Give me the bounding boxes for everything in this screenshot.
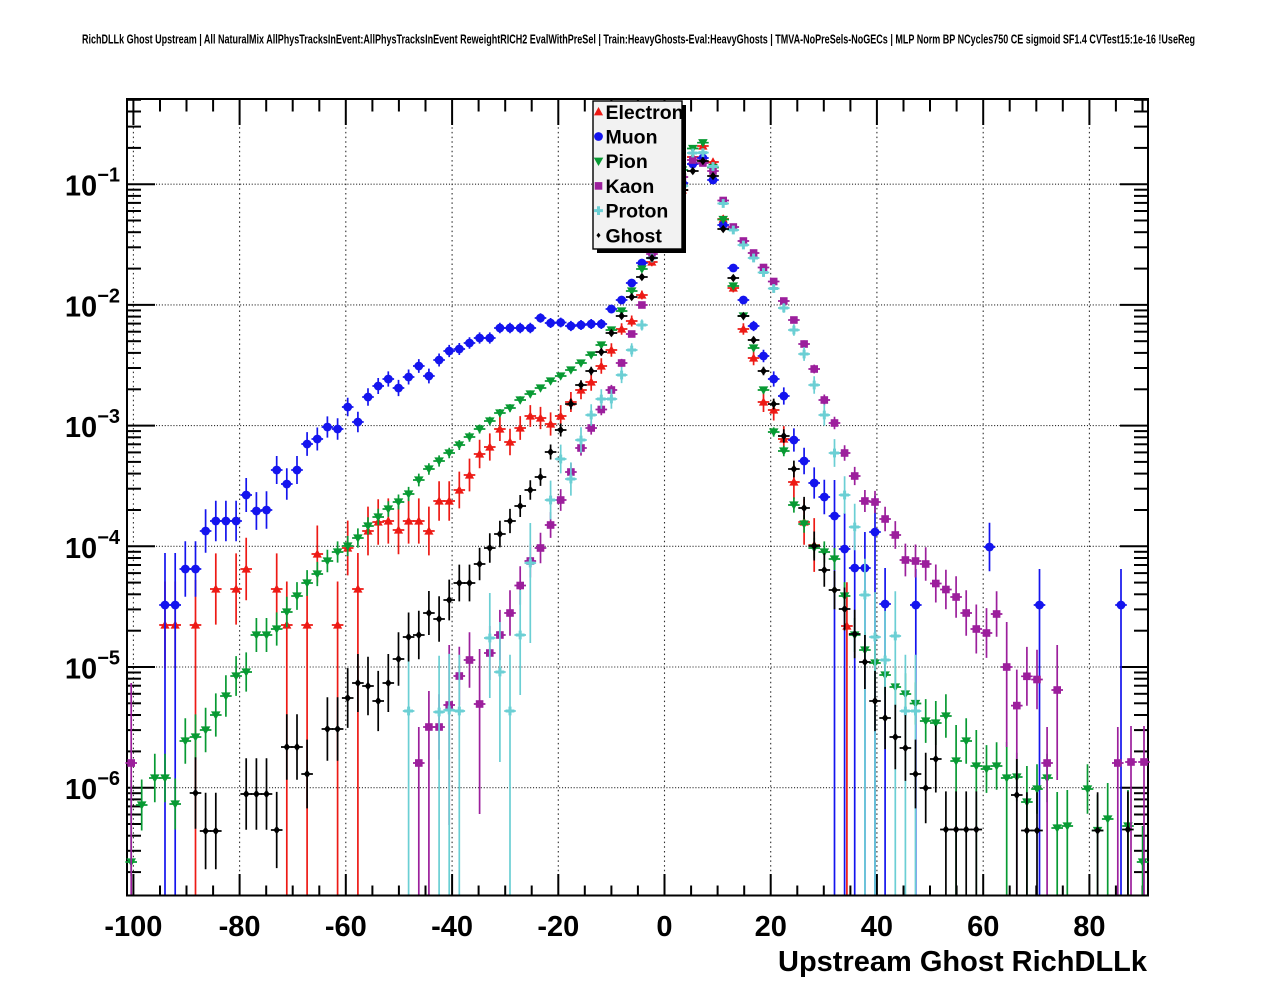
svg-text:Pion: Pion	[606, 151, 648, 173]
svg-text:RichDLLk Ghost Upstream | All: RichDLLk Ghost Upstream | All NaturalMix…	[82, 33, 1195, 47]
svg-text:80: 80	[1073, 911, 1105, 943]
svg-text:-80: -80	[219, 911, 261, 943]
svg-text:0: 0	[656, 911, 672, 943]
svg-text:Proton: Proton	[606, 201, 669, 223]
svg-text:60: 60	[967, 911, 999, 943]
svg-text:-20: -20	[537, 911, 579, 943]
svg-text:Electron: Electron	[606, 102, 684, 124]
svg-text:40: 40	[861, 911, 893, 943]
svg-text:-40: -40	[431, 911, 473, 943]
svg-text:10−4: 10−4	[65, 527, 121, 565]
svg-text:Kaon: Kaon	[606, 176, 655, 198]
svg-text:-60: -60	[325, 911, 367, 943]
svg-text:Ghost: Ghost	[606, 225, 663, 247]
svg-text:20: 20	[755, 911, 787, 943]
svg-text:Muon: Muon	[606, 127, 658, 149]
svg-text:10−5: 10−5	[65, 648, 120, 686]
svg-text:-100: -100	[104, 911, 162, 943]
svg-text:Upstream Ghost RichDLLk: Upstream Ghost RichDLLk	[778, 946, 1148, 978]
